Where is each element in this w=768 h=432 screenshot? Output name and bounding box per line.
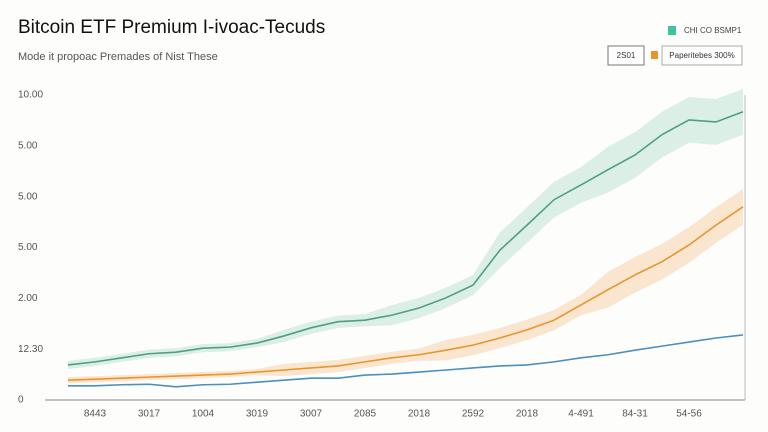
series-line	[67, 111, 744, 366]
y-tick-label: 12.30	[18, 344, 43, 355]
y-tick-label: 5.00	[18, 140, 38, 151]
y-tick-label: 0	[18, 395, 24, 406]
legend-label: 2S01	[617, 51, 636, 60]
x-tick-label: 2085	[354, 409, 377, 420]
x-tick-label: 84-31	[622, 409, 648, 420]
y-tick-label: 10.00	[18, 90, 43, 101]
chart-subtitle: Mode it propoac Premades of Nist These	[18, 51, 218, 63]
legend-label: Paperitebes 300%	[669, 51, 734, 60]
x-tick-label: 1004	[192, 409, 215, 420]
series-line	[68, 334, 744, 388]
y-tick-label: 5.00	[18, 242, 38, 253]
legend-label: CHI CO BSMP1	[684, 26, 742, 35]
chart-title: Bitcoin ETF Premium I-ivoac-Tecuds	[18, 17, 325, 38]
x-tick-label: 2018	[408, 409, 431, 420]
y-tick-label: 2.00	[18, 293, 38, 304]
x-tick-label: 3019	[246, 409, 269, 420]
x-tick-label: 2018	[516, 409, 539, 420]
legend-box	[661, 45, 743, 66]
x-tick-label: 54-56	[676, 409, 702, 420]
confidence-band	[68, 88, 743, 369]
x-tick-label: 3007	[300, 409, 323, 420]
x-tick-label: 4-491	[568, 409, 594, 420]
x-tick-label: 8443	[84, 409, 107, 420]
series-line	[67, 206, 744, 381]
confidence-band	[68, 189, 743, 384]
legend-swatch	[668, 26, 676, 35]
legend-swatch	[651, 51, 658, 59]
legend-box	[607, 45, 645, 66]
x-tick-label: 3017	[138, 409, 161, 420]
x-tick-label: 2592	[462, 409, 485, 420]
y-tick-label: 5.00	[18, 191, 38, 202]
